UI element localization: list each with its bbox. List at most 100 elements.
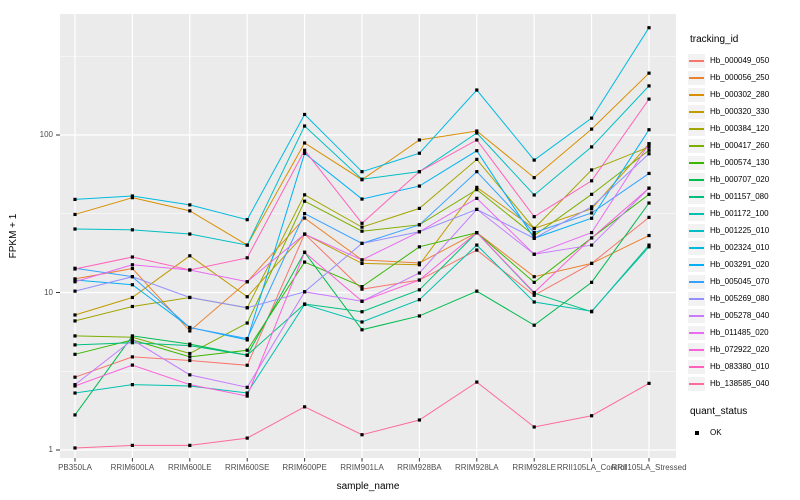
data-point bbox=[647, 26, 651, 30]
legend-item: Hb_000384_120 bbox=[688, 120, 800, 137]
data-point bbox=[73, 289, 77, 293]
data-point bbox=[475, 131, 479, 135]
legend-item: Hb_002324_010 bbox=[688, 239, 800, 256]
legend-item: Hb_001225_010 bbox=[688, 222, 800, 239]
data-point bbox=[73, 375, 77, 379]
data-point bbox=[303, 124, 307, 128]
data-point bbox=[647, 215, 651, 219]
data-point bbox=[245, 394, 249, 398]
x-tick-label: RRIM600LA bbox=[110, 463, 155, 472]
legend-key-line-icon bbox=[688, 291, 705, 306]
data-point bbox=[532, 215, 536, 219]
data-point bbox=[130, 196, 134, 200]
x-tick-label: RRIM928BA bbox=[397, 463, 442, 472]
data-point bbox=[73, 278, 77, 282]
data-point bbox=[73, 212, 77, 217]
data-point bbox=[130, 383, 134, 387]
data-point bbox=[188, 254, 192, 258]
data-point bbox=[188, 268, 192, 272]
data-point bbox=[532, 252, 536, 256]
legend-item-label: Hb_000707_020 bbox=[710, 175, 770, 184]
data-point bbox=[647, 128, 651, 132]
legend-key-line-icon bbox=[688, 121, 705, 136]
x-tick-label: RRIM600LE bbox=[168, 463, 212, 472]
y-axis-title: FPKM + 1 bbox=[8, 213, 19, 259]
data-point bbox=[303, 405, 307, 409]
x-tick-label: RRIM928LA bbox=[455, 463, 499, 472]
legend-item-label: Hb_000574_130 bbox=[710, 158, 770, 167]
data-point bbox=[73, 280, 77, 284]
quant-status-label: OK bbox=[710, 428, 722, 437]
data-point bbox=[475, 196, 479, 200]
data-point bbox=[417, 314, 421, 318]
data-point bbox=[475, 88, 479, 92]
data-point bbox=[417, 263, 421, 267]
legend-key-line-icon bbox=[688, 87, 705, 102]
legend-item-label: Hb_000417_260 bbox=[710, 141, 770, 150]
legend-item-label: Hb_000384_120 bbox=[710, 124, 770, 133]
data-point bbox=[188, 355, 192, 359]
data-point bbox=[130, 263, 134, 267]
legend-item-label: Hb_002324_010 bbox=[710, 243, 770, 252]
data-point bbox=[647, 84, 651, 88]
legend-item: Hb_005269_080 bbox=[688, 290, 800, 307]
data-point bbox=[360, 328, 364, 332]
legend-item-label: Hb_072922_020 bbox=[710, 345, 770, 354]
data-point bbox=[532, 290, 536, 295]
data-point bbox=[188, 373, 192, 377]
data-point bbox=[417, 151, 421, 155]
legend-item: Hb_003291_020 bbox=[688, 256, 800, 273]
data-point bbox=[303, 148, 307, 152]
data-point bbox=[188, 383, 192, 387]
legend-key-line-icon bbox=[688, 342, 705, 357]
legend-key-line-icon bbox=[688, 257, 705, 272]
data-point bbox=[360, 241, 364, 245]
data-point bbox=[532, 226, 536, 231]
data-point bbox=[360, 320, 364, 324]
data-point bbox=[590, 309, 594, 313]
x-tick-label: RRIM901LA bbox=[340, 463, 384, 472]
legend-item: Hb_011485_020 bbox=[688, 324, 800, 341]
data-point bbox=[188, 232, 192, 236]
data-point bbox=[303, 211, 307, 216]
data-point bbox=[532, 233, 536, 238]
data-point bbox=[130, 283, 134, 287]
legend-item: Hb_083380_010 bbox=[688, 358, 800, 375]
data-point bbox=[647, 233, 651, 238]
data-point bbox=[73, 334, 77, 338]
data-point bbox=[417, 223, 421, 227]
data-point bbox=[532, 158, 536, 162]
data-point bbox=[303, 216, 307, 220]
data-point bbox=[73, 197, 77, 202]
data-point bbox=[130, 355, 134, 359]
legend-key-line-icon bbox=[688, 138, 705, 153]
data-point bbox=[590, 231, 594, 235]
data-point bbox=[590, 211, 594, 215]
data-point bbox=[188, 329, 192, 333]
data-point bbox=[360, 261, 364, 266]
data-point bbox=[303, 199, 307, 203]
data-point bbox=[647, 201, 651, 205]
x-tick-label: RRII105LA_Control bbox=[556, 463, 627, 472]
data-point bbox=[73, 446, 77, 450]
quant-status-legend-item: OK bbox=[688, 424, 800, 441]
data-point bbox=[417, 418, 421, 422]
data-point bbox=[245, 385, 249, 389]
data-point bbox=[590, 207, 594, 211]
data-point bbox=[188, 326, 192, 330]
legend-key-line-icon bbox=[688, 53, 705, 68]
data-point bbox=[130, 255, 134, 259]
data-point bbox=[303, 193, 307, 197]
data-point bbox=[590, 168, 594, 172]
data-point bbox=[188, 351, 192, 356]
legend-key-line-icon bbox=[688, 172, 705, 187]
data-point bbox=[475, 129, 479, 133]
data-point bbox=[532, 300, 536, 304]
data-point bbox=[475, 248, 479, 252]
data-point bbox=[417, 138, 421, 142]
legend-title: tracking_id bbox=[690, 34, 739, 45]
quant-status-legend-title: quant_status bbox=[690, 406, 748, 417]
data-point bbox=[590, 414, 594, 418]
legend-key-line-icon bbox=[688, 189, 705, 204]
